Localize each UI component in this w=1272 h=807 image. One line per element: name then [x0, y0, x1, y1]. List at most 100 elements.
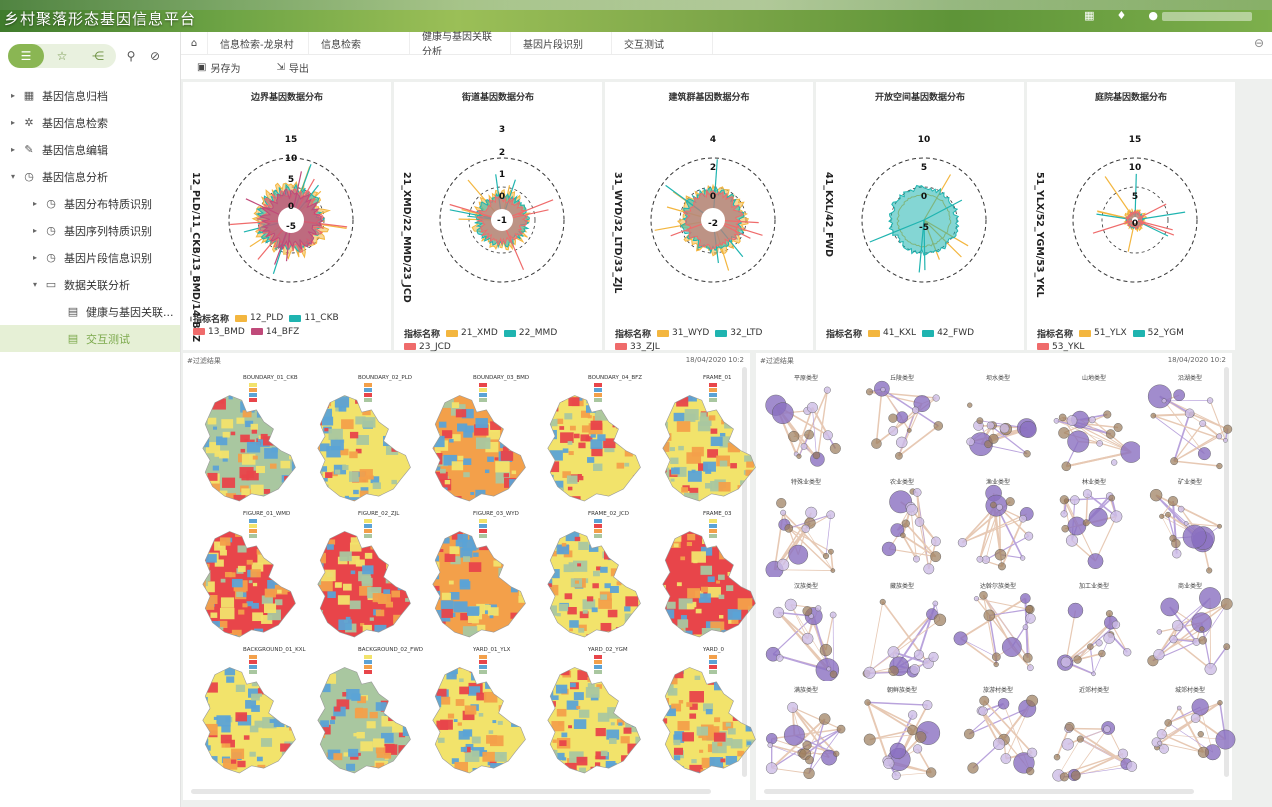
choropleth-map-8[interactable]: FRAME_02_JCD — [532, 507, 644, 639]
grid-icon[interactable]: ▦ — [1084, 9, 1095, 22]
expand-arrow-icon[interactable]: ▾ — [32, 280, 37, 289]
network-graph-19[interactable]: 城郊村类型 — [1144, 685, 1236, 785]
choropleth-map-7[interactable]: FIGURE_03_WYD — [417, 507, 529, 639]
network-graph-9[interactable]: 矿业类型 — [1144, 477, 1236, 577]
choropleth-map-10[interactable]: BACKGROUND_01_KXL — [187, 643, 306, 775]
choropleth-map-1[interactable]: BOUNDARY_02_PLD — [302, 371, 414, 503]
network-graph-5[interactable]: 特殊业类型 — [760, 477, 852, 579]
legend-item[interactable]: 21_XMD — [446, 327, 498, 339]
legend-item[interactable]: 51_YLX — [1079, 327, 1127, 339]
network-edge — [808, 718, 826, 774]
save-as-button[interactable]: ▣ 另存为 — [197, 61, 241, 75]
network-graph-1[interactable]: 丘陵类型 — [856, 373, 948, 473]
choropleth-map-13[interactable]: YARD_02_YGM — [532, 643, 644, 775]
legend-item[interactable]: 13_BMD — [193, 326, 245, 338]
search-icon[interactable]: ⚲ — [126, 49, 136, 63]
legend-item[interactable]: 12_PLD — [235, 312, 283, 324]
map-legend — [249, 518, 259, 538]
map-panel-vscroll[interactable] — [742, 367, 747, 777]
list-icon[interactable]: ☰ — [8, 44, 44, 68]
sidebar-item-0[interactable]: ▸ ▦ 基因信息归档 — [0, 82, 180, 109]
chart-title: 开放空间基因数据分布 — [874, 93, 965, 103]
chart-legend: 指标名称 31_WYD 32_LTD 33_ZJL — [615, 327, 810, 354]
sidebar-item-8[interactable]: ▤ 健康与基因关联... — [0, 298, 180, 325]
network-graph-12[interactable]: 达斡尔族类型 — [952, 581, 1044, 681]
choropleth-map-2[interactable]: BOUNDARY_03_BMD — [417, 371, 529, 503]
pin-icon[interactable]: ⊘ — [149, 49, 161, 63]
tab-interaction-test[interactable]: 交互测试 — [612, 32, 713, 54]
network-graph-7[interactable]: 渔业类型 — [952, 477, 1044, 577]
network-graph-15[interactable]: 满族类型 — [760, 685, 852, 785]
legend-item[interactable]: 53_YKL — [1037, 341, 1084, 353]
network-graph-3[interactable]: 山地类型 — [1048, 373, 1142, 473]
choropleth-map-3[interactable]: BOUNDARY_04_BFZ — [532, 371, 644, 503]
legend-item[interactable]: 22_MMD — [503, 327, 557, 339]
choropleth-map-5[interactable]: FIGURE_01_WMD — [187, 507, 299, 639]
legend-item[interactable]: 42_FWD — [922, 327, 974, 339]
network-graph-18[interactable]: 近郊村类型 — [1048, 685, 1140, 785]
legend-item[interactable]: 32_LTD — [715, 327, 762, 339]
legend-item[interactable]: 14_BFZ — [250, 326, 299, 338]
legend-item[interactable]: 52_YGM — [1132, 327, 1184, 339]
choropleth-map-4[interactable]: FRAME_01 — [647, 371, 759, 503]
legend-item[interactable]: 33_ZJL — [615, 341, 660, 353]
user-menu[interactable]: ● — [1148, 9, 1252, 22]
expand-arrow-icon[interactable]: ▸ — [10, 118, 15, 127]
home-tab[interactable]: ⌂ — [181, 32, 208, 54]
sidebar-item-9[interactable]: ▤ 交互测试 — [0, 325, 180, 352]
expand-arrow-icon[interactable]: ▸ — [32, 199, 37, 208]
expand-arrow-icon[interactable]: ▾ — [10, 172, 15, 181]
tab-health-gene[interactable]: 健康与基因关联分析 — [410, 32, 511, 58]
expand-arrow-icon[interactable]: ▸ — [32, 226, 37, 235]
legend-item[interactable]: 41_KXL — [868, 327, 916, 339]
share-icon[interactable]: ⋲ — [92, 49, 104, 63]
sidebar-item-5[interactable]: ▸ ◷ 基因序列特质识别 — [0, 217, 180, 244]
legend-item[interactable]: 23_JCD — [404, 341, 451, 353]
network-graph-0[interactable]: 平原类型 — [760, 373, 852, 473]
network-edge — [968, 707, 1028, 735]
sidebar-item-7[interactable]: ▾ ▭ 数据关联分析 — [0, 271, 180, 298]
choropleth-map-6[interactable]: FIGURE_02_ZJL — [302, 507, 414, 639]
sidebar-item-1[interactable]: ▸ ✲ 基因信息检索 — [0, 109, 180, 136]
choropleth-map-11[interactable]: BACKGROUND_02_FWD — [302, 643, 423, 775]
network-panel-hscroll[interactable] — [764, 789, 1194, 794]
choropleth-map-9[interactable]: FRAME_03 — [647, 507, 759, 639]
network-panel-vscroll[interactable] — [1224, 367, 1229, 777]
star-icon[interactable]: ☆ — [56, 49, 68, 63]
network-graph-17[interactable]: 旅游村类型 — [952, 685, 1044, 785]
network-graph-10[interactable]: 汉族类型 — [760, 581, 852, 682]
expand-arrow-icon[interactable]: ▸ — [10, 145, 15, 154]
tab-gene-fragment[interactable]: 基因片段识别 — [511, 32, 612, 54]
network-graph-16[interactable]: 朝鲜族类型 — [856, 685, 948, 785]
export-button[interactable]: ⇲ 导出 — [276, 61, 309, 75]
map-shape — [662, 395, 756, 502]
choropleth-map-12[interactable]: YARD_01_YLX — [417, 643, 529, 775]
network-graph-13[interactable]: 加工业类型 — [1048, 581, 1140, 681]
expand-arrow-icon[interactable]: ▸ — [32, 253, 37, 262]
bell-icon[interactable]: ♦ — [1116, 9, 1127, 22]
tab-search[interactable]: 信息检索 — [309, 32, 410, 54]
network-graph-2[interactable]: 坝水类型 — [952, 373, 1044, 473]
collapse-icon[interactable]: ⊖ — [1253, 36, 1264, 50]
network-graph-6[interactable]: 农业类型 — [856, 477, 948, 577]
legend-title: 指标名称 — [404, 329, 441, 340]
sidebar-item-3[interactable]: ▾ ◷ 基因信息分析 — [0, 163, 180, 190]
network-graph-8[interactable]: 林业类型 — [1048, 477, 1140, 577]
sidebar-item-4[interactable]: ▸ ◷ 基因分布特质识别 — [0, 190, 180, 217]
legend-item[interactable]: 31_WYD — [657, 327, 709, 339]
sidebar-item-label: 基因信息检索 — [42, 116, 108, 130]
choropleth-map-14[interactable]: YARD_0 — [647, 643, 759, 775]
network-node — [1067, 516, 1087, 536]
tab-search-longquan[interactable]: 信息检索-龙泉村 — [208, 32, 309, 54]
network-graph-14[interactable]: 商业类型 — [1144, 581, 1236, 681]
choropleth-map-0[interactable]: BOUNDARY_01_CKB — [187, 371, 299, 503]
map-panel-hscroll[interactable] — [191, 789, 711, 794]
network-graph-4[interactable]: 沿湖类型 — [1144, 373, 1236, 473]
sidebar-item-2[interactable]: ▸ ✎ 基因信息编辑 — [0, 136, 180, 163]
legend-item[interactable]: 11_CKB — [289, 312, 339, 324]
sidebar-item-6[interactable]: ▸ ◷ 基因片段信息识别 — [0, 244, 180, 271]
expand-arrow-icon[interactable]: ▸ — [10, 91, 15, 100]
network-graph-11[interactable]: 藏族类型 — [856, 581, 948, 681]
folder-icon: ▭ — [45, 278, 57, 291]
legend-swatch — [503, 329, 516, 337]
